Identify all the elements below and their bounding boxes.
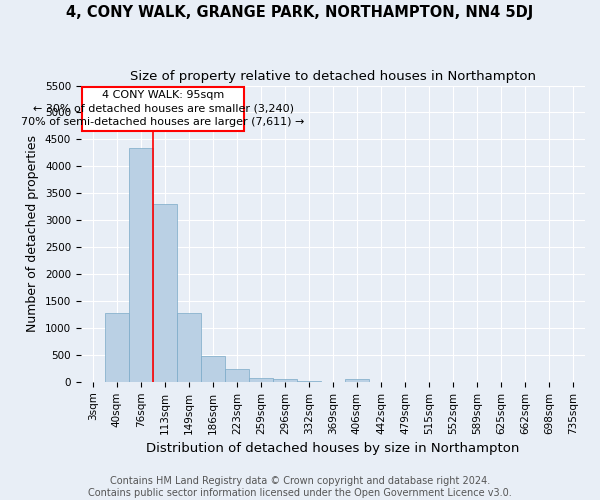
Bar (345, 379, 369, 382)
Bar (177, 313, 201, 382)
Bar (153, 204, 177, 382)
Bar (201, 356, 225, 382)
Bar (225, 369, 249, 382)
Text: 4 CONY WALK: 95sqm: 4 CONY WALK: 95sqm (102, 90, 224, 100)
Text: 4, CONY WALK, GRANGE PARK, NORTHAMPTON, NN4 5DJ: 4, CONY WALK, GRANGE PARK, NORTHAMPTON, … (67, 5, 533, 20)
Title: Size of property relative to detached houses in Northampton: Size of property relative to detached ho… (130, 70, 536, 83)
Text: Contains HM Land Registry data © Crown copyright and database right 2024.
Contai: Contains HM Land Registry data © Crown c… (88, 476, 512, 498)
Bar (129, 148, 153, 382)
Text: ← 30% of detached houses are smaller (3,240): ← 30% of detached houses are smaller (3,… (32, 104, 293, 114)
Bar (249, 378, 273, 382)
Bar (82, 86, 244, 132)
Text: 70% of semi-detached houses are larger (7,611) →: 70% of semi-detached houses are larger (… (22, 116, 305, 126)
Bar (273, 379, 297, 382)
Bar (105, 313, 129, 382)
Y-axis label: Number of detached properties: Number of detached properties (26, 135, 40, 332)
X-axis label: Distribution of detached houses by size in Northampton: Distribution of detached houses by size … (146, 442, 520, 455)
